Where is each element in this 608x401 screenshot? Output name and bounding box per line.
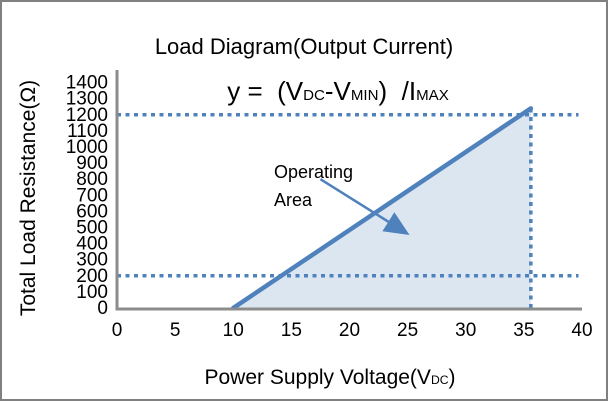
operating-area-label-line: Operating [274,162,354,182]
svg-text:35: 35 [513,320,534,341]
svg-text:900: 900 [76,153,108,174]
svg-text:25: 25 [397,320,418,341]
svg-text:0: 0 [112,320,123,341]
svg-text:10: 10 [223,320,244,341]
svg-text:15: 15 [281,320,302,341]
svg-text:200: 200 [76,266,108,287]
annotation-arrow [319,178,410,235]
svg-text:700: 700 [76,185,108,206]
y-tick-labels: 0100200300400500600700800900100011001200… [66,73,108,319]
svg-text:600: 600 [76,201,108,222]
svg-text:40: 40 [571,320,592,341]
x-axis-title: Power Supply Voltage(VDC) [204,366,456,389]
svg-text:500: 500 [76,218,108,239]
svg-text:400: 400 [76,234,108,255]
operating-area-label: Operating Area [274,158,353,214]
chart-title: Load Diagram(Output Current) [154,34,454,59]
svg-text:30: 30 [455,320,476,341]
svg-text:5: 5 [170,320,181,341]
svg-text:1100: 1100 [67,121,108,142]
axis-lines [115,70,582,311]
formula-label: y = (VDC-VMIN) /IMAX [227,76,449,106]
svg-text:1400: 1400 [66,73,108,94]
x-tick-labels: 0 5 10 15 20 25 30 35 40 [112,320,593,341]
load-limit-line [231,106,534,311]
svg-text:800: 800 [76,169,108,190]
svg-text:0: 0 [97,298,108,319]
svg-text:100: 100 [76,282,108,303]
svg-text:300: 300 [76,250,108,271]
y-axis-title: Total Load Resistance(Ω) [17,79,40,317]
operating-area-label-line: Area [274,190,313,210]
svg-text:1300: 1300 [66,89,108,110]
boundary-dotted-lines [117,108,579,308]
svg-text:20: 20 [339,320,360,341]
svg-text:1000: 1000 [66,137,108,158]
svg-text:1200: 1200 [66,105,108,126]
